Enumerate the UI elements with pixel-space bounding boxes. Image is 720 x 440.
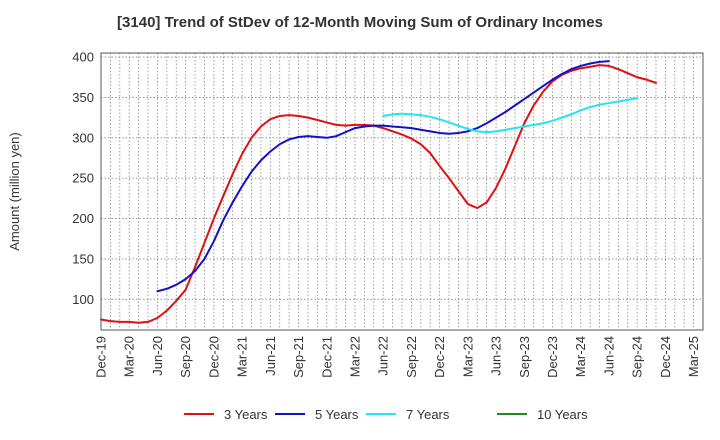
series-line-7-years bbox=[382, 97, 639, 134]
y-tick-label: 150 bbox=[72, 251, 94, 266]
y-tick-label: 400 bbox=[72, 50, 94, 65]
x-tick-label: Sep-23 bbox=[517, 336, 532, 378]
grid-lines bbox=[101, 53, 703, 330]
x-tick-label: Mar-22 bbox=[347, 336, 362, 377]
x-tick-label: Jun-23 bbox=[489, 336, 504, 376]
x-tick-label: Dec-22 bbox=[432, 336, 447, 378]
x-tick-label: Sep-22 bbox=[404, 336, 419, 378]
plot-frame bbox=[100, 52, 704, 331]
x-tick-label: Sep-24 bbox=[630, 336, 645, 378]
legend-label: 10 Years bbox=[537, 407, 588, 422]
x-tick-label: Dec-19 bbox=[94, 336, 109, 378]
x-tick-label: Dec-20 bbox=[206, 336, 221, 378]
y-tick-label: 350 bbox=[72, 90, 94, 105]
y-axis-ticks: 100 150 200 250 300 350 400 bbox=[72, 50, 94, 307]
series-lines bbox=[100, 60, 657, 324]
x-tick-label: Mar-23 bbox=[460, 336, 475, 377]
x-tick-label: Sep-21 bbox=[291, 336, 306, 378]
chart-title: [3140] Trend of StDev of 12-Month Moving… bbox=[117, 14, 603, 31]
legend: 3 Years 5 Years 7 Years 10 Years bbox=[184, 407, 588, 422]
x-tick-label: Jun-20 bbox=[150, 336, 165, 376]
x-tick-label: Dec-21 bbox=[319, 336, 334, 378]
x-tick-label: Mar-20 bbox=[122, 336, 137, 377]
x-tick-label: Jun-24 bbox=[601, 336, 616, 376]
x-tick-label: Mar-25 bbox=[686, 336, 701, 377]
x-tick-label: Dec-24 bbox=[658, 336, 673, 378]
y-axis-label: Amount (million yen) bbox=[7, 132, 22, 251]
y-tick-label: 300 bbox=[72, 130, 94, 145]
x-tick-label: Dec-23 bbox=[545, 336, 560, 378]
x-tick-label: Mar-24 bbox=[573, 336, 588, 377]
legend-label: 3 Years bbox=[224, 407, 268, 422]
x-axis-ticks: Dec-19 Mar-20 Jun-20 Sep-20 Dec-20 Mar-21 Jun-… bbox=[94, 336, 702, 378]
legend-label: 5 Years bbox=[315, 407, 359, 422]
x-tick-label: Jun-22 bbox=[376, 336, 391, 376]
legend-label: 7 Years bbox=[406, 407, 450, 422]
y-tick-label: 250 bbox=[72, 171, 94, 186]
x-tick-label: Jun-21 bbox=[263, 336, 278, 376]
x-tick-label: Mar-21 bbox=[235, 336, 250, 377]
y-tick-label: 100 bbox=[72, 292, 94, 307]
x-tick-label: Sep-20 bbox=[178, 336, 193, 378]
series-line-5-years bbox=[156, 60, 610, 293]
y-tick-label: 200 bbox=[72, 211, 94, 226]
